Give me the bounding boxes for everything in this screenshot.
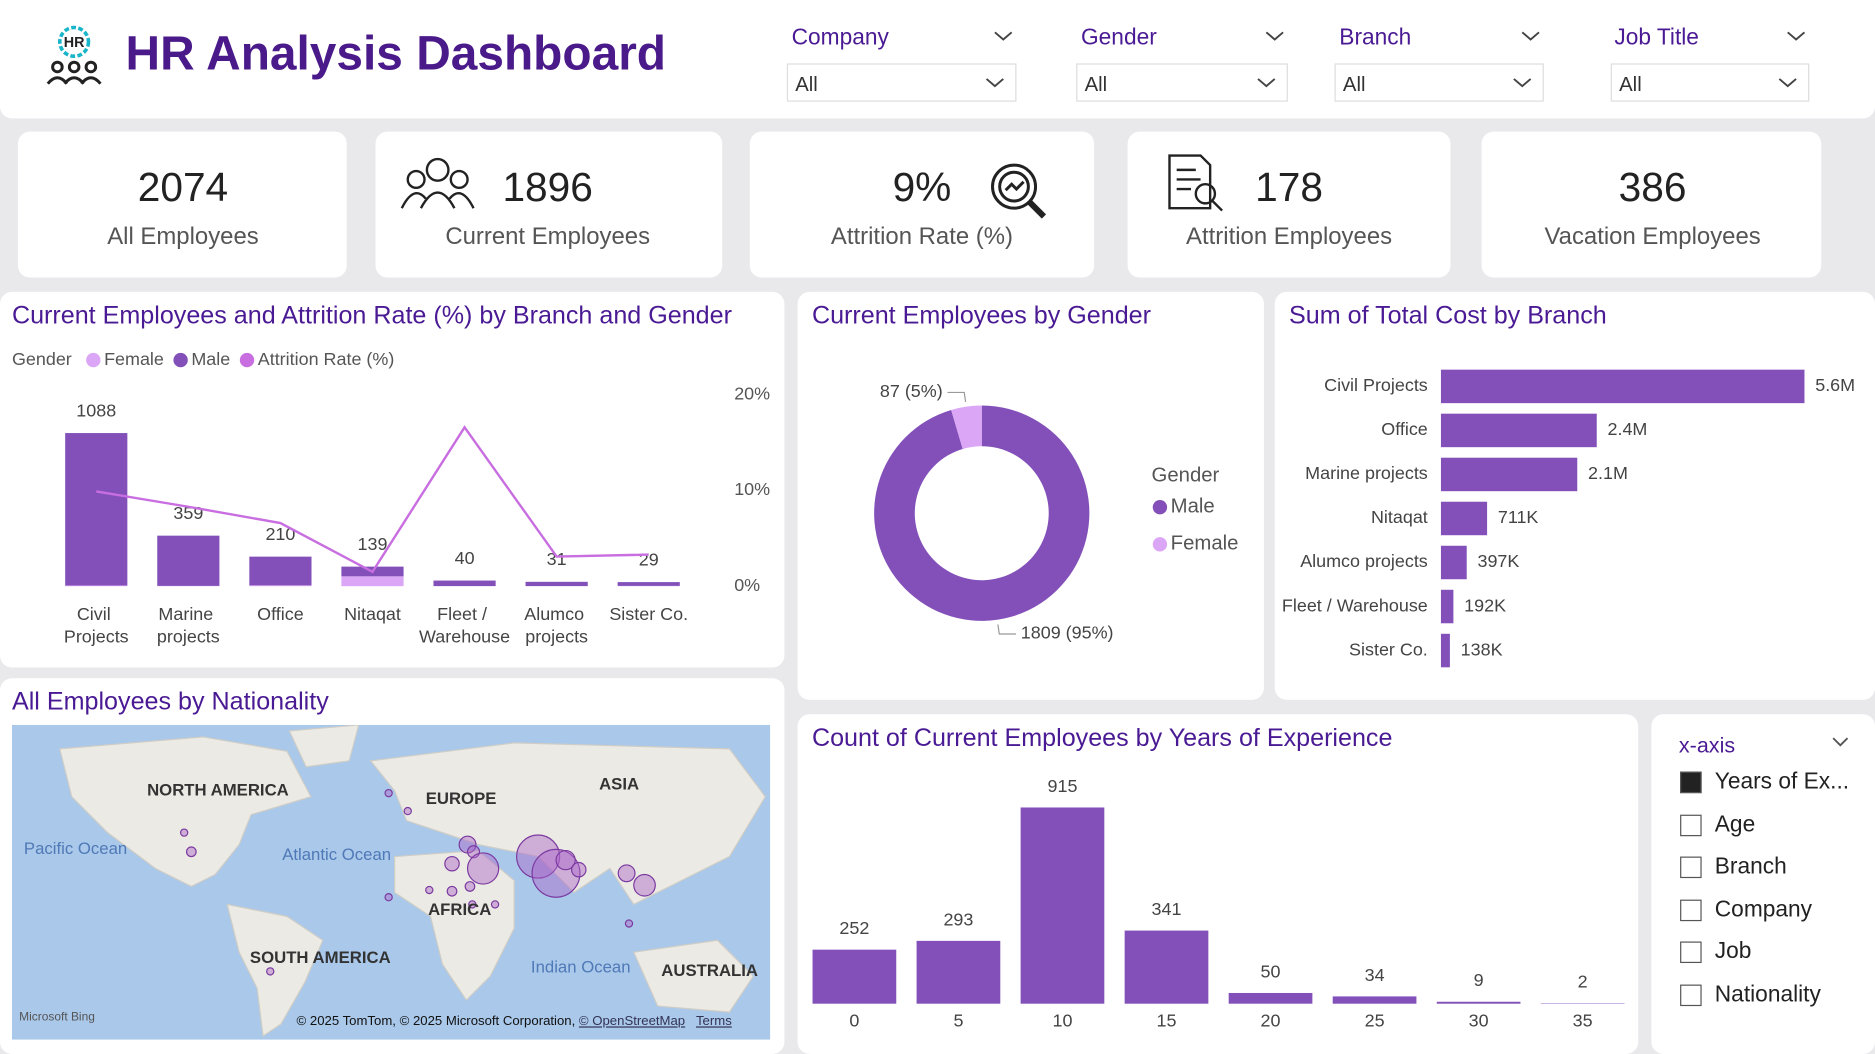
years-panel [797,714,1639,1054]
kpi-value: 178 [1255,165,1323,211]
map-land [59,724,767,1038]
chevron-line [1521,31,1540,41]
map-label: SOUTH AMERICA [249,947,391,967]
ocean-label: Indian Ocean [530,957,631,977]
ocean-label: Pacific Ocean [23,838,128,858]
osm-link[interactable]: © OpenStreetMap [578,1014,686,1029]
map-label: ASIA [599,774,640,794]
filter-dropdown[interactable]: All [1076,63,1288,102]
ocean-label: Atlantic Ocean [282,844,392,864]
checkbox[interactable] [1680,899,1702,921]
filter-value: All [1619,72,1642,96]
checkbox[interactable] [1680,771,1702,794]
combo-panel [0,291,785,668]
kpi-value: 2074 [137,165,229,211]
map[interactable]: NORTH AMERICA EUROPE ASIA AFRICA SOUTH A… [11,724,771,1040]
filter-dropdown[interactable]: All [786,63,1017,102]
checkbox[interactable] [1680,814,1702,836]
chevron[interactable] [984,77,1006,89]
kpi-card: 386 Vacation Employees [1481,131,1822,278]
chevron[interactable] [1520,30,1542,42]
chevron-line [994,31,1013,41]
hr-icon: HR [46,25,102,85]
chevron-line [1787,31,1806,41]
slicer-title: x-axis [1678,733,1736,758]
slicer-option[interactable]: Years of Ex... [1714,769,1850,795]
chevron[interactable] [1831,736,1850,748]
chevron-line [985,78,1004,88]
kpi-value: 386 [1618,165,1687,211]
kpi-label: Attrition Rate (%) [830,223,1013,251]
filter-label: Job Title [1614,25,1699,51]
chevron[interactable] [993,30,1015,42]
slicer-option[interactable]: Company [1714,896,1813,923]
filter-value: All [795,72,818,96]
kpi-card: 9% Attrition Rate (%) [749,131,1095,278]
slicer-option[interactable]: Age [1714,811,1756,837]
kpi-card: 1896 Current Employees [375,131,723,278]
icon-text: HR [64,35,85,51]
terms-link[interactable]: Terms [695,1014,732,1029]
chevron[interactable] [1256,77,1278,89]
filter-label: Company [791,25,889,51]
kpi-label: All Employees [107,223,259,251]
checkbox[interactable] [1680,941,1702,964]
slicer-option[interactable]: Branch [1714,854,1787,880]
attribution: © 2025 TomTom, © 2025 Microsoft Corporat… [296,1014,576,1029]
header: HR HR Analysis Dashboard Company All Gende… [0,0,1875,119]
chevron-line [1513,78,1532,88]
slicer-option[interactable]: Nationality [1714,982,1821,1008]
chevron[interactable] [1511,77,1533,89]
checkbox[interactable] [1680,984,1702,1007]
checkbox[interactable] [1680,856,1702,879]
hbar-panel [1274,291,1875,700]
map-brand: Microsoft Bing [19,1010,95,1025]
filter-label: Gender [1081,25,1157,51]
kpi-label: Vacation Employees [1544,223,1761,251]
map-label: EUROPE [425,788,497,808]
kpi-value: 1896 [502,165,593,211]
chevron[interactable] [1777,77,1799,89]
map-attribution: © 2025 TomTom, © 2025 Microsoft Corporat… [297,1014,732,1028]
chevron-line [1257,78,1276,88]
map-title: All Employees by Nationality [11,687,329,716]
slicer-option[interactable]: Job [1714,939,1752,965]
kpi-label: Current Employees [445,223,651,251]
map-panel: All Employees by Nationality [0,678,785,1054]
kpi-value: 9% [892,165,952,211]
chevron-line [1778,78,1797,88]
filter-value: All [1342,72,1366,96]
map-label: AFRICA [428,899,492,919]
map-label: NORTH AMERICA [147,779,289,800]
title: HR Analysis Dashboard [125,27,667,81]
report-icon [1168,154,1223,212]
donut-panel [797,291,1264,700]
search-icon [991,163,1047,219]
filter-dropdown[interactable]: All [1610,63,1810,102]
filter-label: Branch [1339,25,1412,51]
chevron[interactable] [1785,30,1807,42]
kpi-card: 2074 All Employees [17,131,347,278]
kpi-label: Attrition Employees [1186,223,1393,251]
chevron[interactable] [1264,30,1286,42]
chevron-line [1265,31,1284,41]
people-icon [400,157,475,209]
filter-dropdown[interactable]: All [1334,63,1544,102]
filter-value: All [1084,72,1108,96]
slicer-panel: x-axis Years of Ex... Age Branch Company Job… [1651,714,1875,1054]
map-label: AUSTRALIA [661,960,759,980]
